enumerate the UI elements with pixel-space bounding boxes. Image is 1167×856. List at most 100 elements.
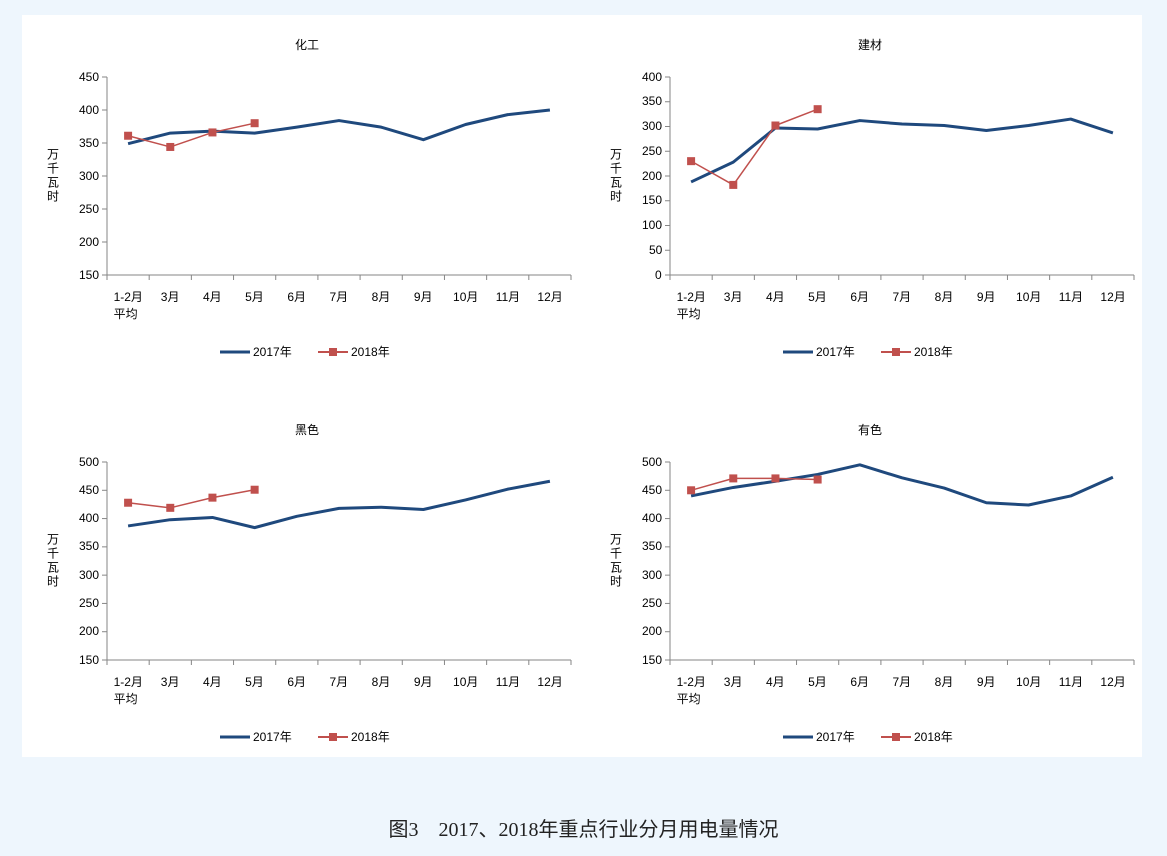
- x-tick-label: 1-2月 平均: [676, 674, 706, 706]
- x-tick-label: 9月: [976, 289, 996, 304]
- x-tick-label: 12月: [537, 289, 563, 304]
- legend-marker: [892, 348, 900, 356]
- x-tick-label: 7月: [892, 674, 912, 689]
- marker: [813, 105, 822, 114]
- marker: [208, 493, 217, 502]
- y-tick-label: 400: [79, 102, 100, 117]
- legend-label: 2017年: [816, 344, 855, 359]
- x-tick-label: 9月: [976, 674, 996, 689]
- y-tick-label: 350: [642, 539, 663, 554]
- marker: [729, 474, 738, 483]
- marker: [250, 119, 259, 128]
- y-axis-label: 万千瓦时: [608, 533, 623, 589]
- y-tick-label: 150: [79, 652, 100, 667]
- legend-label: 2018年: [914, 729, 953, 744]
- y-tick-label: 200: [642, 624, 663, 639]
- x-tick-label: 6月: [287, 674, 306, 689]
- legend-marker: [329, 348, 337, 356]
- y-tick-label: 250: [79, 595, 100, 610]
- y-tick-label: 400: [79, 511, 100, 526]
- y-tick-label: 250: [642, 595, 663, 610]
- marker: [687, 157, 696, 166]
- caption: 图3 2017、2018年重点行业分月用电量情况: [388, 819, 779, 841]
- x-tick-label: 7月: [329, 674, 349, 689]
- chart-title: 黑色: [295, 422, 320, 437]
- marker: [813, 475, 822, 484]
- y-tick-label: 350: [79, 135, 100, 150]
- y-tick-label: 350: [79, 539, 100, 554]
- x-tick-label: 5月: [808, 674, 827, 689]
- y-tick-label: 500: [642, 454, 663, 469]
- x-tick-label: 1-2月 平均: [676, 289, 706, 321]
- x-tick-label: 3月: [723, 674, 743, 689]
- y-axis-label: 万千瓦时: [45, 533, 60, 589]
- line-series: [690, 108, 818, 186]
- x-tick-label: 3月: [160, 289, 180, 304]
- y-tick-label: 200: [642, 168, 663, 183]
- x-tick-label: 1-2月 平均: [113, 674, 143, 706]
- x-tick-label: 11月: [495, 674, 521, 689]
- legend-label: 2017年: [253, 729, 292, 744]
- y-tick-label: 150: [642, 193, 663, 208]
- y-tick-label: 450: [79, 69, 100, 84]
- x-tick-label: 3月: [160, 674, 180, 689]
- line-series: [127, 479, 551, 530]
- legend-marker: [892, 733, 900, 741]
- y-tick-label: 250: [642, 143, 663, 158]
- x-tick-label: 5月: [245, 674, 264, 689]
- line-series: [127, 122, 255, 148]
- x-tick-label: 12月: [537, 674, 563, 689]
- x-tick-label: 3月: [723, 289, 743, 304]
- x-tick-label: 6月: [850, 674, 869, 689]
- chart-title: 建材: [858, 37, 883, 52]
- y-tick-label: 0: [655, 267, 662, 282]
- x-tick-label: 8月: [934, 674, 954, 689]
- y-tick-label: 450: [79, 482, 100, 497]
- x-tick-label: 12月: [1100, 289, 1126, 304]
- x-tick-label: 9月: [413, 674, 433, 689]
- x-tick-label: 8月: [371, 674, 391, 689]
- line-series: [690, 463, 1114, 507]
- y-axis-label: 万千瓦时: [45, 148, 60, 204]
- y-tick-label: 450: [642, 482, 663, 497]
- x-tick-label: 8月: [934, 289, 954, 304]
- legend-label: 2018年: [914, 344, 953, 359]
- y-tick-label: 400: [642, 69, 663, 84]
- x-tick-label: 11月: [495, 289, 521, 304]
- x-tick-label: 4月: [202, 674, 222, 689]
- marker: [208, 128, 217, 137]
- marker: [771, 474, 780, 483]
- marker: [166, 503, 175, 512]
- x-tick-label: 6月: [850, 289, 869, 304]
- x-tick-label: 4月: [202, 289, 222, 304]
- marker: [124, 131, 133, 140]
- x-tick-label: 11月: [1058, 674, 1084, 689]
- x-tick-label: 10月: [1016, 674, 1042, 689]
- x-tick-label: 7月: [892, 289, 912, 304]
- chart-title: 有色: [858, 422, 883, 437]
- x-tick-label: 12月: [1100, 674, 1126, 689]
- legend-label: 2017年: [816, 729, 855, 744]
- y-tick-label: 150: [642, 652, 663, 667]
- y-tick-label: 250: [79, 201, 100, 216]
- y-tick-label: 50: [649, 242, 663, 257]
- x-tick-label: 1-2月 平均: [113, 289, 143, 321]
- y-tick-label: 350: [642, 94, 663, 109]
- legend-label: 2018年: [351, 729, 390, 744]
- chart-panel: [22, 15, 1142, 757]
- marker: [687, 486, 696, 495]
- y-tick-label: 300: [79, 168, 100, 183]
- chart-title: 化工: [295, 37, 320, 52]
- line-series: [128, 488, 255, 509]
- legend-marker: [329, 733, 337, 741]
- x-tick-label: 9月: [413, 289, 433, 304]
- y-axis-label: 万千瓦时: [608, 148, 623, 204]
- y-tick-label: 200: [79, 234, 100, 249]
- y-tick-label: 300: [79, 567, 100, 582]
- legend-label: 2018年: [351, 344, 390, 359]
- line-series: [690, 477, 818, 492]
- x-tick-label: 4月: [765, 674, 785, 689]
- y-tick-label: 100: [642, 218, 663, 232]
